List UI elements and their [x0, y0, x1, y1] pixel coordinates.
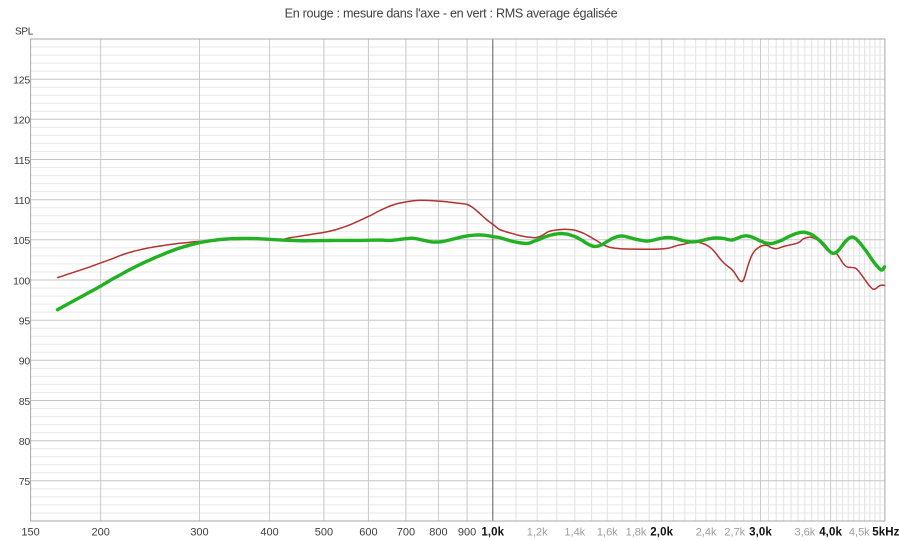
svg-text:75: 75 [19, 476, 31, 488]
svg-text:1,6k: 1,6k [597, 526, 618, 538]
svg-text:900: 900 [458, 526, 476, 538]
svg-text:1,4k: 1,4k [564, 526, 585, 538]
svg-text:2,7k: 2,7k [724, 526, 745, 538]
svg-text:400: 400 [260, 526, 278, 538]
svg-text:1,8k: 1,8k [626, 526, 647, 538]
svg-text:125: 125 [13, 75, 30, 87]
svg-text:100: 100 [13, 275, 30, 287]
svg-text:700: 700 [397, 526, 415, 538]
svg-text:105: 105 [13, 235, 30, 247]
svg-text:500: 500 [315, 526, 333, 538]
svg-text:600: 600 [359, 526, 377, 538]
svg-text:1,2k: 1,2k [527, 526, 548, 538]
svg-text:110: 110 [14, 195, 30, 207]
svg-text:120: 120 [13, 115, 30, 127]
svg-text:95: 95 [19, 316, 31, 328]
svg-text:80: 80 [19, 436, 31, 448]
svg-text:200: 200 [92, 526, 110, 538]
svg-text:1,0k: 1,0k [481, 526, 504, 538]
svg-text:4,5k: 4,5k [849, 526, 870, 538]
svg-text:4,0k: 4,0k [819, 526, 842, 538]
svg-text:85: 85 [19, 396, 31, 408]
svg-text:En rouge : mesure dans l'axe -: En rouge : mesure dans l'axe - en vert :… [285, 7, 618, 21]
svg-text:150: 150 [21, 526, 39, 538]
svg-text:3,6k: 3,6k [795, 526, 816, 538]
svg-text:2,0k: 2,0k [650, 526, 673, 538]
svg-text:5kHz: 5kHz [872, 526, 899, 538]
svg-text:300: 300 [190, 526, 208, 538]
svg-text:3,0k: 3,0k [749, 526, 772, 538]
svg-text:90: 90 [19, 356, 31, 368]
svg-text:2,4k: 2,4k [696, 526, 717, 538]
svg-text:800: 800 [429, 526, 447, 538]
svg-text:SPL: SPL [15, 26, 34, 37]
svg-text:115: 115 [14, 155, 30, 167]
